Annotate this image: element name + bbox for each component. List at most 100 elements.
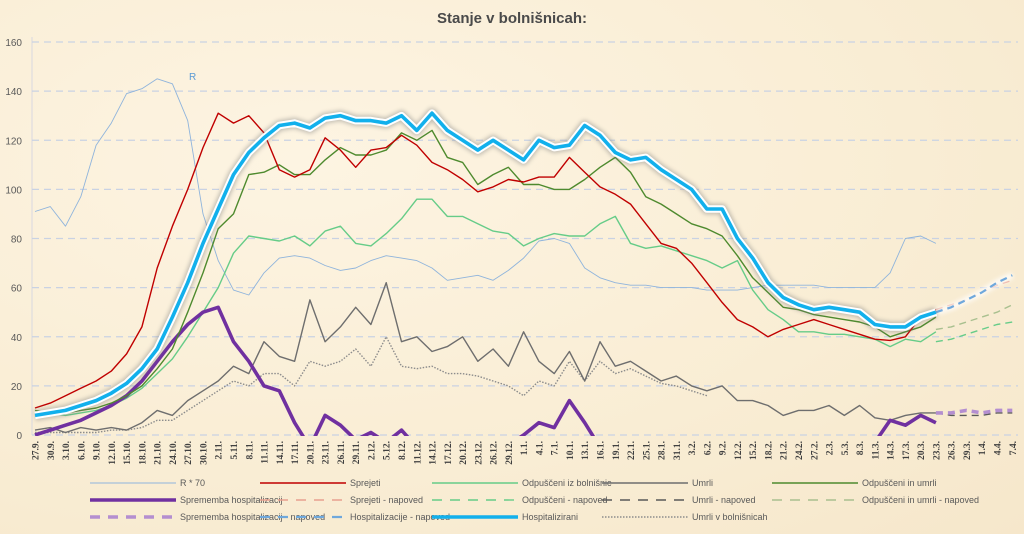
series-line-sprejeti	[34, 112, 937, 409]
x-tick-label: 14.3.	[887, 441, 897, 460]
x-tick-label: 20.3.	[917, 441, 927, 460]
series-line-odpus-c-eni-napoved	[935, 321, 1013, 343]
x-tick-label: 26.12.	[490, 441, 500, 465]
legend-item: Sprememba hospitalizacij	[88, 495, 283, 505]
legend-item: Sprejeti - napoved	[258, 495, 423, 505]
legend-item: Umrli	[600, 478, 713, 488]
x-tick-label: 30.10.	[199, 441, 209, 465]
x-tick-label: 21.2.	[780, 441, 790, 460]
x-tick-label: 23.3.	[932, 441, 942, 460]
y-tick-label: 160	[5, 38, 22, 49]
legend-swatch	[90, 482, 176, 484]
x-tick-label: 26.3.	[948, 441, 958, 460]
chart-legend: R * 70 Sprejeti Odpuščeni iz bolnišnic Umrl…	[0, 478, 1024, 534]
y-tick-label: 60	[11, 284, 23, 295]
legend-label: Sprememba hospitalizacij	[180, 495, 283, 505]
legend-item: Sprejeti	[258, 478, 381, 488]
x-tick-label: 13.1.	[581, 441, 591, 460]
x-tick-label: 21.10.	[154, 441, 164, 465]
x-tick-label: 11.3.	[871, 441, 881, 459]
series-line-odpus-c-eni-in-umrli	[34, 129, 937, 414]
x-tick-label: 11.12.	[413, 441, 423, 464]
legend-swatch	[602, 482, 688, 484]
y-axis-ticks: 0 20 40 60 80 100 120 140 160	[5, 38, 22, 442]
legend-label: Odpuščeni iz bolnišnic	[522, 478, 612, 488]
x-tick-label: 30.9.	[47, 441, 57, 460]
x-tick-label: 5.12.	[383, 441, 393, 460]
x-tick-label: 6.2.	[703, 441, 713, 455]
x-tick-label: 16.1.	[596, 441, 606, 460]
x-tick-label: 29.3.	[963, 441, 973, 460]
x-tick-label: 4.1.	[535, 441, 545, 455]
legend-label: Umrli v bolnišnicah	[692, 512, 768, 522]
legend-label: Sprejeti - napoved	[350, 495, 424, 505]
x-tick-label: 2.3.	[826, 441, 836, 455]
x-tick-label: 22.1.	[627, 441, 637, 460]
series-line-umrli-napoved	[935, 412, 1013, 417]
x-tick-label: 29.12.	[505, 441, 515, 465]
legend-swatch	[260, 499, 346, 501]
legend-swatch	[260, 482, 346, 484]
legend-item: Odpuščeni in umrli - napoved	[770, 495, 979, 505]
legend-label: Odpuščeni - napoved	[522, 495, 608, 505]
x-tick-label: 19.1.	[612, 441, 622, 460]
y-tick-label: 40	[11, 333, 23, 344]
legend-item: Hospitalizacije - napoved	[258, 512, 450, 522]
x-tick-label: 7.1.	[551, 441, 561, 455]
x-tick-label: 29.11.	[352, 441, 362, 464]
x-tick-label: 17.11.	[291, 441, 301, 464]
y-tick-label: 0	[16, 431, 22, 442]
x-tick-label: 7.4.	[1009, 441, 1019, 455]
series-line-hospitalizirani	[34, 111, 937, 418]
x-tick-label: 2.12.	[367, 441, 377, 460]
legend-swatch	[432, 482, 518, 484]
x-tick-label: 25.1.	[642, 441, 652, 460]
x-tick-label: 23.12.	[474, 441, 484, 465]
x-tick-label: 14.11.	[276, 441, 286, 464]
series-halo	[34, 109, 938, 420]
series-line-hospitalizacije-napoved	[935, 274, 1013, 314]
x-tick-label: 18.10.	[138, 441, 148, 465]
x-tick-label: 3.10.	[62, 441, 72, 460]
series-line-sprememba-hospitalizacij-napoved	[935, 408, 1013, 415]
legend-swatch	[772, 482, 858, 484]
legend-item: R * 70	[88, 478, 205, 488]
legend-label: Umrli	[692, 478, 713, 488]
r-annotation: R	[189, 72, 196, 83]
x-tick-label: 20.12.	[459, 441, 469, 465]
x-tick-label: 24.10.	[169, 441, 179, 465]
x-tick-label: 9.2.	[719, 441, 729, 455]
series-lines	[34, 78, 1014, 436]
legend-label: Sprejeti	[350, 478, 381, 488]
x-axis-ticks: 27.9. 30.9. 3.10. 6.10. 9.10. 12.10. 15.10. 18.…	[32, 441, 1019, 465]
series-shadow	[34, 107, 938, 421]
legend-item: Umrli - napoved	[600, 495, 756, 505]
series-line-umrli	[34, 282, 936, 434]
legend-swatch	[90, 498, 176, 502]
legend-label: Odpuščeni in umrli	[862, 478, 937, 488]
legend-label: Odpuščeni in umrli - napoved	[862, 495, 980, 505]
x-tick-label: 9.10.	[93, 441, 103, 460]
legend-label: Umrli - napoved	[692, 495, 756, 505]
x-tick-label: 4.4.	[994, 441, 1004, 455]
x-tick-label: 1.1.	[520, 441, 530, 455]
legend-swatch	[602, 499, 688, 501]
x-tick-label: 17.12.	[444, 441, 454, 465]
x-tick-label: 27.10.	[184, 441, 194, 465]
y-tick-label: 120	[5, 136, 22, 147]
gridlines	[31, 37, 1018, 436]
legend-label: R * 70	[180, 478, 206, 488]
legend-swatch	[432, 499, 518, 501]
series-line-odpus-c-eni-in-umrli-napoved	[935, 304, 1013, 331]
x-tick-label: 10.1.	[566, 441, 576, 460]
legend-item: Hospitalizirani	[430, 512, 578, 522]
x-tick-label: 26.11.	[337, 441, 347, 464]
x-tick-label: 8.12.	[398, 441, 408, 460]
series-line-r-70	[34, 78, 937, 296]
legend-swatch	[260, 515, 346, 519]
x-tick-label: 17.3.	[902, 441, 912, 460]
x-tick-label: 12.10.	[108, 441, 118, 465]
x-tick-label: 11.11.	[261, 441, 271, 464]
legend-swatch	[772, 499, 858, 501]
